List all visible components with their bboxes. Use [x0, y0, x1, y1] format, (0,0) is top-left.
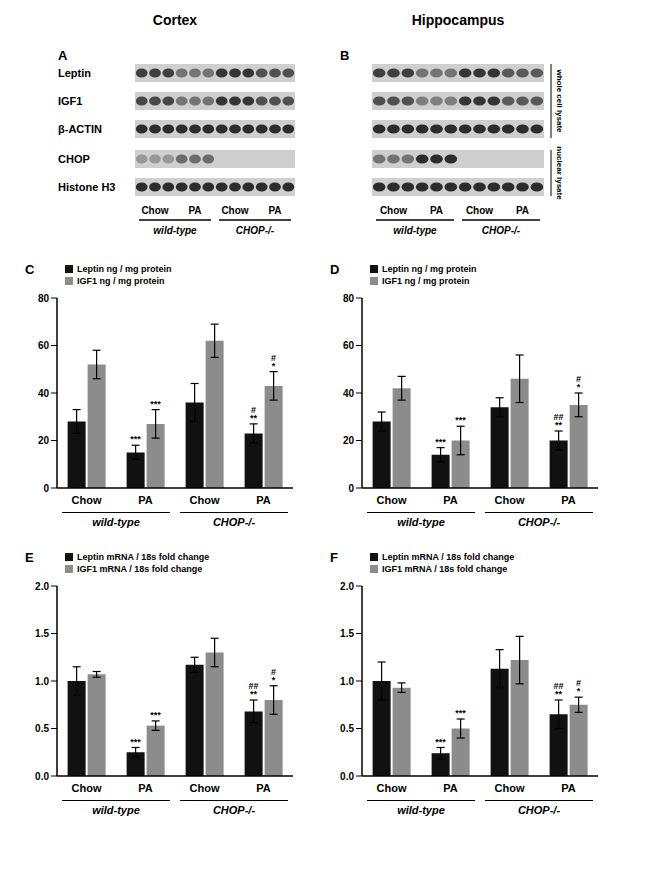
html-text:Leptin ng / mg protein: Leptin ng / mg protein	[77, 264, 172, 274]
html-text:CHOP-/-: CHOP-/-	[212, 516, 256, 528]
svg-text:***: ***	[435, 437, 446, 447]
html-text:CHOP-/-: CHOP-/-	[212, 804, 256, 816]
svg-text:2.0: 2.0	[340, 581, 354, 592]
svg-text:**: **	[250, 413, 258, 423]
svg-text:1.0: 1.0	[35, 676, 49, 687]
svg-text:*: *	[577, 382, 581, 392]
svg-text:B: B	[340, 48, 349, 63]
svg-text:0.0: 0.0	[35, 771, 49, 782]
svg-text:A: A	[58, 48, 68, 63]
html-text:CHOP-/-: CHOP-/-	[517, 516, 561, 528]
svg-text:2.0: 2.0	[35, 581, 49, 592]
svg-text:whole cell lysate: whole cell lysate	[555, 68, 564, 133]
svg-text:Chow: Chow	[190, 494, 220, 506]
svg-text:CHOP-/-: CHOP-/-	[482, 225, 521, 236]
html-text:wild-type: wild-type	[92, 804, 140, 816]
html-text:wild-type: wild-type	[397, 516, 445, 528]
svg-text:PA: PA	[430, 205, 443, 216]
svg-text:***: ***	[435, 737, 446, 747]
svg-text:CHOP-/-: CHOP-/-	[236, 225, 275, 236]
svg-text:Chow: Chow	[495, 782, 525, 794]
svg-text:*: *	[272, 675, 276, 685]
svg-text:nuclear lysate: nuclear lysate	[555, 146, 564, 200]
html-text:wild-type: wild-type	[92, 516, 140, 528]
svg-text:**: **	[555, 689, 563, 699]
svg-text:wild-type: wild-type	[393, 225, 437, 236]
svg-text:40: 40	[343, 388, 355, 399]
svg-text:***: ***	[130, 434, 141, 444]
svg-text:0: 0	[348, 483, 354, 494]
svg-text:60: 60	[38, 340, 50, 351]
svg-text:Chow: Chow	[221, 205, 248, 216]
html-text:Leptin ng / mg protein: Leptin ng / mg protein	[382, 264, 477, 274]
svg-text:***: ***	[130, 737, 141, 747]
svg-text:PA: PA	[138, 494, 153, 506]
svg-text:Chow: Chow	[72, 782, 102, 794]
svg-text:***: ***	[455, 415, 466, 425]
html-text:Leptin mRNA / 18s fold change: Leptin mRNA / 18s fold change	[77, 552, 210, 562]
svg-text:**: **	[250, 689, 258, 699]
html-text:E: E	[25, 550, 34, 565]
svg-text:Chow: Chow	[377, 494, 407, 506]
svg-text:PA: PA	[443, 494, 458, 506]
svg-text:1.0: 1.0	[340, 676, 354, 687]
svg-text:wild-type: wild-type	[153, 225, 197, 236]
svg-text:CHOP: CHOP	[58, 153, 90, 165]
svg-text:PA: PA	[256, 782, 271, 794]
html-text:Hippocampus: Hippocampus	[411, 12, 505, 28]
html-text:IGF1 ng / mg protein: IGF1 ng / mg protein	[382, 276, 470, 286]
svg-text:20: 20	[38, 435, 50, 446]
svg-text:PA: PA	[561, 494, 576, 506]
html-text:CHOP-/-: CHOP-/-	[517, 804, 561, 816]
svg-text:PA: PA	[443, 782, 458, 794]
svg-text:60: 60	[343, 340, 355, 351]
svg-text:PA: PA	[561, 782, 576, 794]
svg-text:0.5: 0.5	[35, 723, 49, 734]
svg-text:1.5: 1.5	[35, 628, 49, 639]
svg-text:0: 0	[43, 483, 49, 494]
html-text:IGF1 mRNA / 18s fold change: IGF1 mRNA / 18s fold change	[382, 564, 508, 574]
svg-text:Chow: Chow	[377, 782, 407, 794]
svg-text:0.0: 0.0	[340, 771, 354, 782]
svg-text:*: *	[272, 361, 276, 371]
svg-text:PA: PA	[188, 205, 201, 216]
svg-text:Histone H3: Histone H3	[58, 181, 115, 193]
svg-text:*: *	[577, 686, 581, 696]
svg-text:Chow: Chow	[495, 494, 525, 506]
svg-text:1.5: 1.5	[340, 628, 354, 639]
svg-text:***: ***	[150, 710, 161, 720]
svg-text:***: ***	[150, 399, 161, 409]
svg-text:Chow: Chow	[72, 494, 102, 506]
svg-text:PA: PA	[516, 205, 529, 216]
svg-text:Chow: Chow	[466, 205, 493, 216]
svg-text:40: 40	[38, 388, 50, 399]
svg-text:β-ACTIN: β-ACTIN	[58, 123, 102, 135]
html-text:IGF1 mRNA / 18s fold change: IGF1 mRNA / 18s fold change	[77, 564, 203, 574]
html-text:wild-type: wild-type	[397, 804, 445, 816]
svg-text:80: 80	[38, 293, 50, 304]
html-text:C: C	[25, 262, 35, 277]
svg-text:Chow: Chow	[141, 205, 168, 216]
html-text:IGF1 ng / mg protein: IGF1 ng / mg protein	[77, 276, 165, 286]
svg-text:PA: PA	[138, 782, 153, 794]
html-text:F: F	[330, 550, 338, 565]
svg-text:Leptin: Leptin	[58, 67, 91, 79]
html-text:Leptin mRNA / 18s fold change: Leptin mRNA / 18s fold change	[382, 552, 515, 562]
svg-text:80: 80	[343, 293, 355, 304]
svg-text:PA: PA	[256, 494, 271, 506]
svg-text:PA: PA	[268, 205, 281, 216]
svg-text:IGF1: IGF1	[58, 95, 82, 107]
svg-text:**: **	[555, 420, 563, 430]
html-text:Cortex: Cortex	[152, 12, 198, 28]
svg-text:***: ***	[455, 708, 466, 718]
svg-text:0.5: 0.5	[340, 723, 354, 734]
svg-text:Chow: Chow	[380, 205, 407, 216]
html-text:D: D	[330, 262, 340, 277]
svg-text:20: 20	[343, 435, 355, 446]
svg-text:Chow: Chow	[190, 782, 220, 794]
